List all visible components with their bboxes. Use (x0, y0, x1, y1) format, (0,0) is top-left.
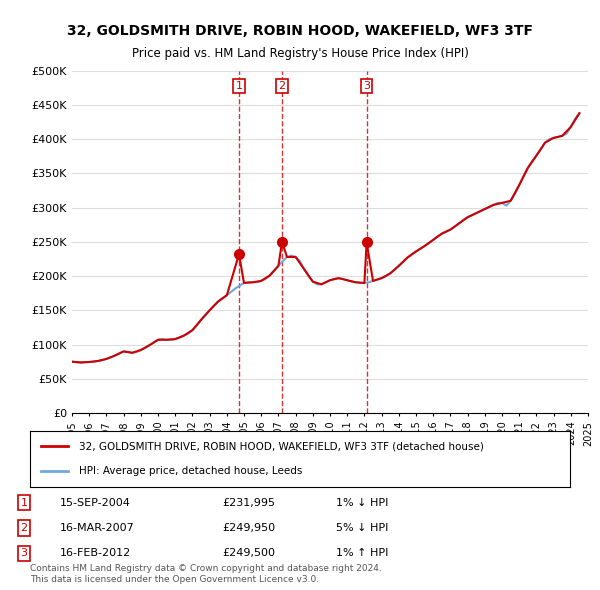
Text: 3: 3 (20, 549, 28, 558)
Text: 2: 2 (278, 81, 286, 91)
Text: 5% ↓ HPI: 5% ↓ HPI (336, 523, 388, 533)
Text: 1: 1 (236, 81, 242, 91)
Text: 1% ↓ HPI: 1% ↓ HPI (336, 498, 388, 507)
Text: 16-MAR-2007: 16-MAR-2007 (60, 523, 135, 533)
Text: Contains HM Land Registry data © Crown copyright and database right 2024.: Contains HM Land Registry data © Crown c… (30, 565, 382, 573)
Text: 2: 2 (20, 523, 28, 533)
Text: 15-SEP-2004: 15-SEP-2004 (60, 498, 131, 507)
Text: £249,500: £249,500 (222, 549, 275, 558)
Text: 1: 1 (20, 498, 28, 507)
Text: Price paid vs. HM Land Registry's House Price Index (HPI): Price paid vs. HM Land Registry's House … (131, 47, 469, 60)
Text: £249,950: £249,950 (222, 523, 275, 533)
Text: 32, GOLDSMITH DRIVE, ROBIN HOOD, WAKEFIELD, WF3 3TF: 32, GOLDSMITH DRIVE, ROBIN HOOD, WAKEFIE… (67, 24, 533, 38)
Text: 3: 3 (363, 81, 370, 91)
Text: 32, GOLDSMITH DRIVE, ROBIN HOOD, WAKEFIELD, WF3 3TF (detached house): 32, GOLDSMITH DRIVE, ROBIN HOOD, WAKEFIE… (79, 441, 484, 451)
Text: £231,995: £231,995 (222, 498, 275, 507)
Text: 16-FEB-2012: 16-FEB-2012 (60, 549, 131, 558)
Text: This data is licensed under the Open Government Licence v3.0.: This data is licensed under the Open Gov… (30, 575, 319, 584)
Text: HPI: Average price, detached house, Leeds: HPI: Average price, detached house, Leed… (79, 466, 302, 476)
Text: 1% ↑ HPI: 1% ↑ HPI (336, 549, 388, 558)
